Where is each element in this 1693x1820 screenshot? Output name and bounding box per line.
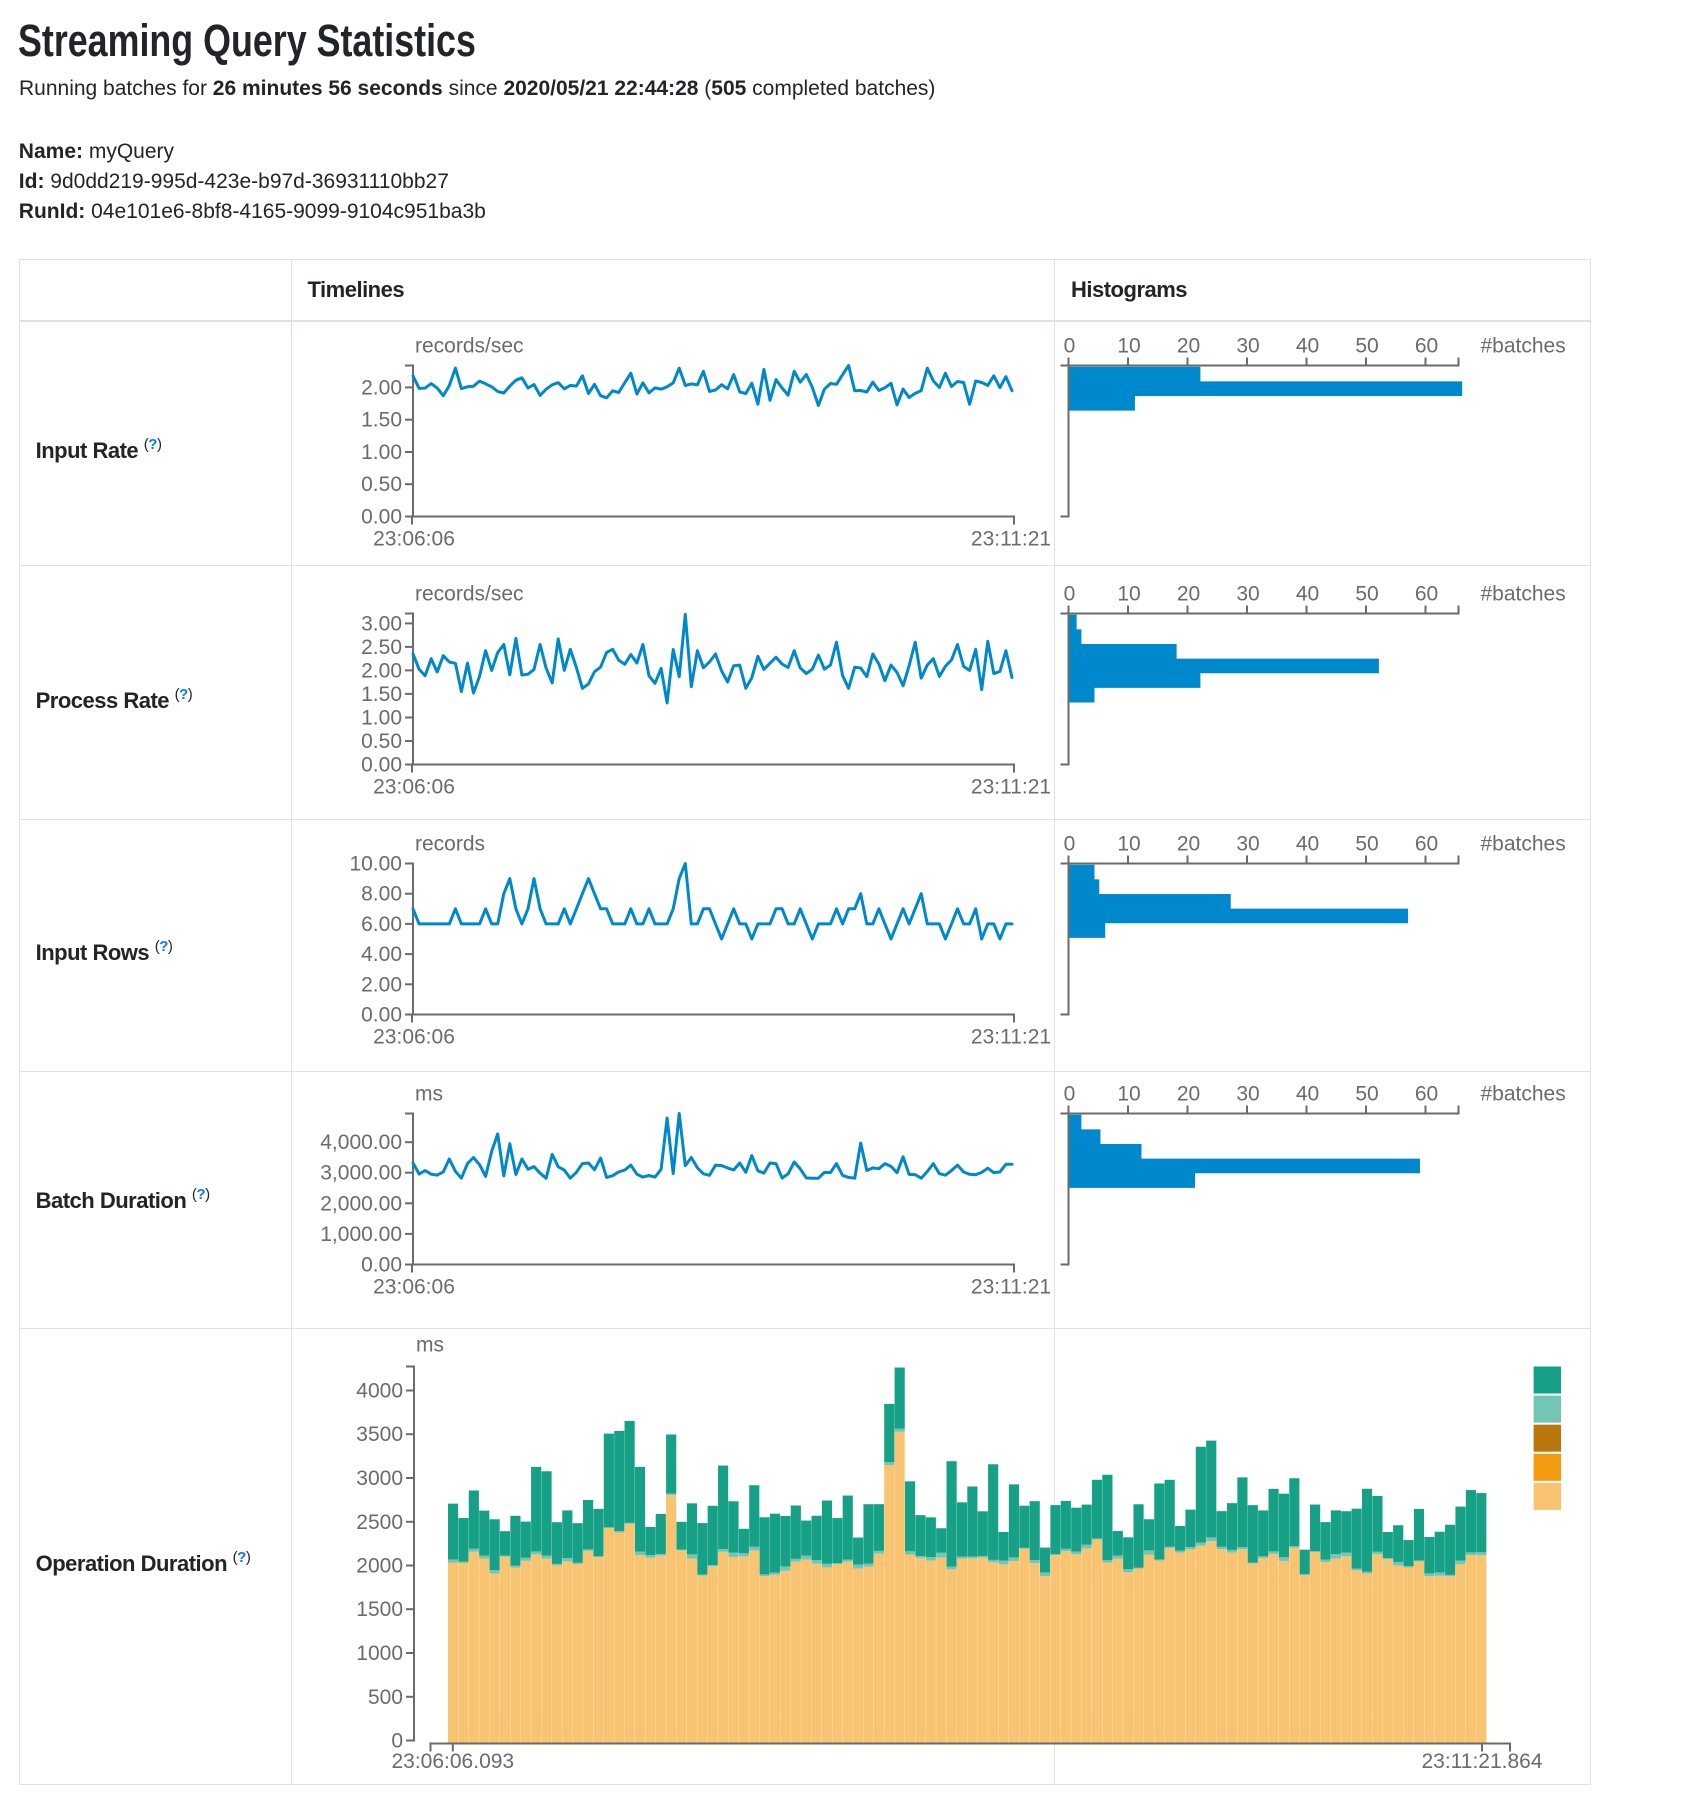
svg-text:30: 30 <box>1236 583 1259 606</box>
svg-text:20: 20 <box>1177 583 1200 606</box>
svg-text:2.50: 2.50 <box>361 636 402 659</box>
svg-text:500: 500 <box>368 1686 403 1709</box>
svg-text:1.00: 1.00 <box>361 441 402 464</box>
svg-text:2.00: 2.00 <box>361 659 402 682</box>
svg-text:60: 60 <box>1415 833 1438 856</box>
svg-text:#batches: #batches <box>1481 583 1566 606</box>
svg-text:0.00: 0.00 <box>361 506 402 529</box>
svg-text:23:06:06.093: 23:06:06.093 <box>391 1750 514 1773</box>
svg-text:4000: 4000 <box>356 1380 403 1403</box>
svg-text:records: records <box>415 833 485 856</box>
svg-text:#batches: #batches <box>1481 1083 1566 1106</box>
svg-text:1,000.00: 1,000.00 <box>320 1223 402 1246</box>
svg-text:3500: 3500 <box>356 1423 403 1446</box>
svg-text:3.00: 3.00 <box>361 612 402 635</box>
svg-text:0.50: 0.50 <box>361 730 402 753</box>
svg-text:0: 0 <box>1064 833 1076 856</box>
svg-text:23:11:21: 23:11:21 <box>971 528 1051 551</box>
svg-text:40: 40 <box>1296 833 1319 856</box>
svg-text:40: 40 <box>1296 1083 1319 1106</box>
svg-text:40: 40 <box>1296 335 1319 358</box>
svg-text:#batches: #batches <box>1481 335 1566 358</box>
svg-text:60: 60 <box>1415 583 1438 606</box>
svg-text:60: 60 <box>1415 1083 1438 1106</box>
svg-text:2000: 2000 <box>356 1555 403 1578</box>
svg-text:records/sec: records/sec <box>415 583 524 606</box>
svg-text:10: 10 <box>1117 335 1140 358</box>
svg-text:20: 20 <box>1177 833 1200 856</box>
svg-text:60: 60 <box>1415 335 1438 358</box>
svg-text:23:06:06: 23:06:06 <box>373 1026 455 1049</box>
svg-text:23:11:21: 23:11:21 <box>971 1026 1051 1049</box>
svg-text:3000: 3000 <box>356 1467 403 1490</box>
svg-text:1000: 1000 <box>356 1642 403 1665</box>
svg-text:0.00: 0.00 <box>361 1254 402 1277</box>
svg-text:2.00: 2.00 <box>361 376 402 399</box>
svg-text:0: 0 <box>391 1730 403 1753</box>
svg-text:4.00: 4.00 <box>361 943 402 966</box>
svg-text:30: 30 <box>1236 833 1259 856</box>
svg-text:10: 10 <box>1117 1083 1140 1106</box>
svg-text:23:06:06: 23:06:06 <box>373 776 455 799</box>
svg-text:0.00: 0.00 <box>361 1004 402 1027</box>
svg-text:3,000.00: 3,000.00 <box>320 1162 402 1185</box>
svg-text:2,000.00: 2,000.00 <box>320 1192 402 1215</box>
svg-text:20: 20 <box>1177 1083 1200 1106</box>
svg-text:10: 10 <box>1117 583 1140 606</box>
svg-text:23:06:06: 23:06:06 <box>373 1276 455 1299</box>
svg-text:6.00: 6.00 <box>361 913 402 936</box>
svg-text:10: 10 <box>1117 833 1140 856</box>
svg-text:1.00: 1.00 <box>361 707 402 730</box>
svg-text:50: 50 <box>1355 335 1378 358</box>
svg-text:30: 30 <box>1236 335 1259 358</box>
svg-text:50: 50 <box>1355 583 1378 606</box>
svg-text:0: 0 <box>1064 1083 1076 1106</box>
svg-text:#batches: #batches <box>1481 833 1566 856</box>
svg-text:50: 50 <box>1355 1083 1378 1106</box>
svg-text:23:06:06: 23:06:06 <box>373 528 455 551</box>
svg-text:30: 30 <box>1236 1083 1259 1106</box>
svg-text:8.00: 8.00 <box>361 883 402 906</box>
svg-text:1.50: 1.50 <box>361 409 402 432</box>
svg-text:20: 20 <box>1177 335 1200 358</box>
svg-text:ms: ms <box>415 1083 443 1106</box>
svg-text:0.50: 0.50 <box>361 473 402 496</box>
svg-text:2500: 2500 <box>356 1511 403 1534</box>
svg-text:0: 0 <box>1064 583 1076 606</box>
svg-text:1.50: 1.50 <box>361 683 402 706</box>
svg-text:ms: ms <box>416 1334 444 1357</box>
svg-text:40: 40 <box>1296 583 1319 606</box>
svg-text:4,000.00: 4,000.00 <box>320 1131 402 1154</box>
svg-text:records/sec: records/sec <box>415 335 524 358</box>
svg-text:0.00: 0.00 <box>361 754 402 777</box>
svg-text:23:11:21: 23:11:21 <box>971 776 1051 799</box>
svg-text:0: 0 <box>1064 335 1076 358</box>
svg-text:1500: 1500 <box>356 1598 403 1621</box>
svg-text:10.00: 10.00 <box>349 853 402 876</box>
svg-text:50: 50 <box>1355 833 1378 856</box>
svg-text:23:11:21: 23:11:21 <box>971 1276 1051 1299</box>
svg-text:23:11:21.864: 23:11:21.864 <box>1421 1750 1542 1773</box>
svg-text:2.00: 2.00 <box>361 973 402 996</box>
